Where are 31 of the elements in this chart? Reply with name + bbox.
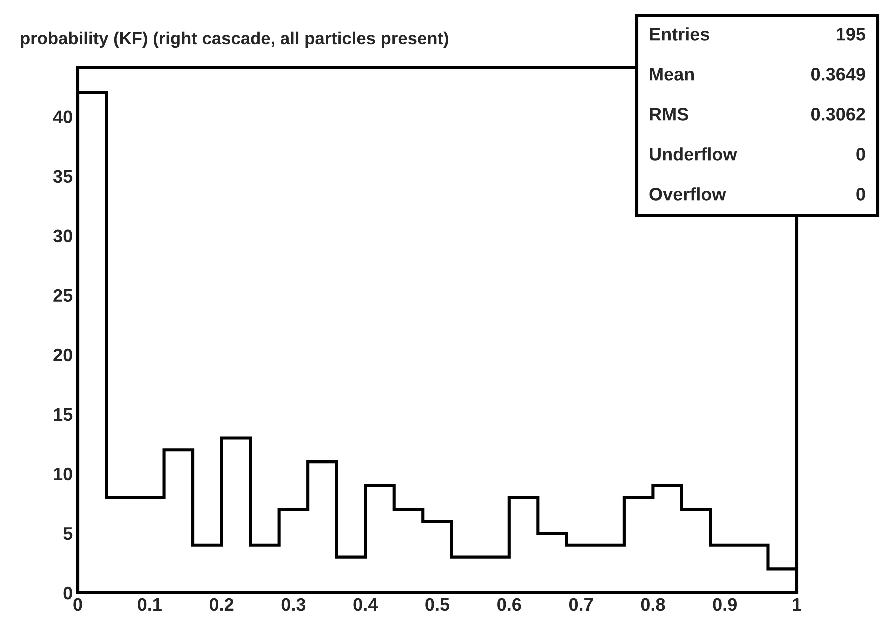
x-tick-label: 0.8 [641, 598, 666, 612]
y-tick-label: 40 [53, 110, 72, 124]
annotation: Underflow [650, 148, 738, 161]
x-tick-label: 0.2 [210, 598, 234, 612]
text: 0.3062 [811, 108, 866, 121]
annotation: RMS [650, 108, 688, 121]
y-tick-label: 20 [54, 348, 72, 362]
x-tick-label: 0.7 [569, 598, 594, 612]
x-tick-label: 0.4 [354, 598, 378, 612]
text: 0 [856, 188, 866, 201]
y-tick-label: 0 [64, 586, 72, 600]
annotation: Overflow [650, 188, 726, 201]
x-tick-label: 0.9 [713, 598, 737, 612]
x-tick-label: 0.1 [138, 598, 162, 612]
x-tick-label: 0 [74, 598, 82, 612]
y-tick-label: 25 [54, 289, 73, 302]
y-tick-label: 35 [53, 170, 73, 184]
x-tick-label: 0.5 [426, 598, 450, 612]
text: Entries [650, 28, 710, 41]
y-tick-label: 30 [53, 230, 72, 243]
annotation: Mean [650, 68, 694, 81]
x-tick-label: 1 [793, 598, 802, 611]
text: 195 [837, 28, 866, 41]
text: 0 [856, 148, 866, 161]
x-tick-label: 0.3 [282, 598, 306, 612]
y-tick-label: 5 [64, 528, 73, 540]
text: 0.3649 [811, 68, 866, 81]
y-tick-label: 15 [54, 408, 73, 422]
chart-title: probability (KF) (right cascade, all particles present) [21, 32, 448, 48]
y-tick-label: 10 [54, 468, 72, 481]
x-tick-label: 0.6 [498, 598, 522, 612]
